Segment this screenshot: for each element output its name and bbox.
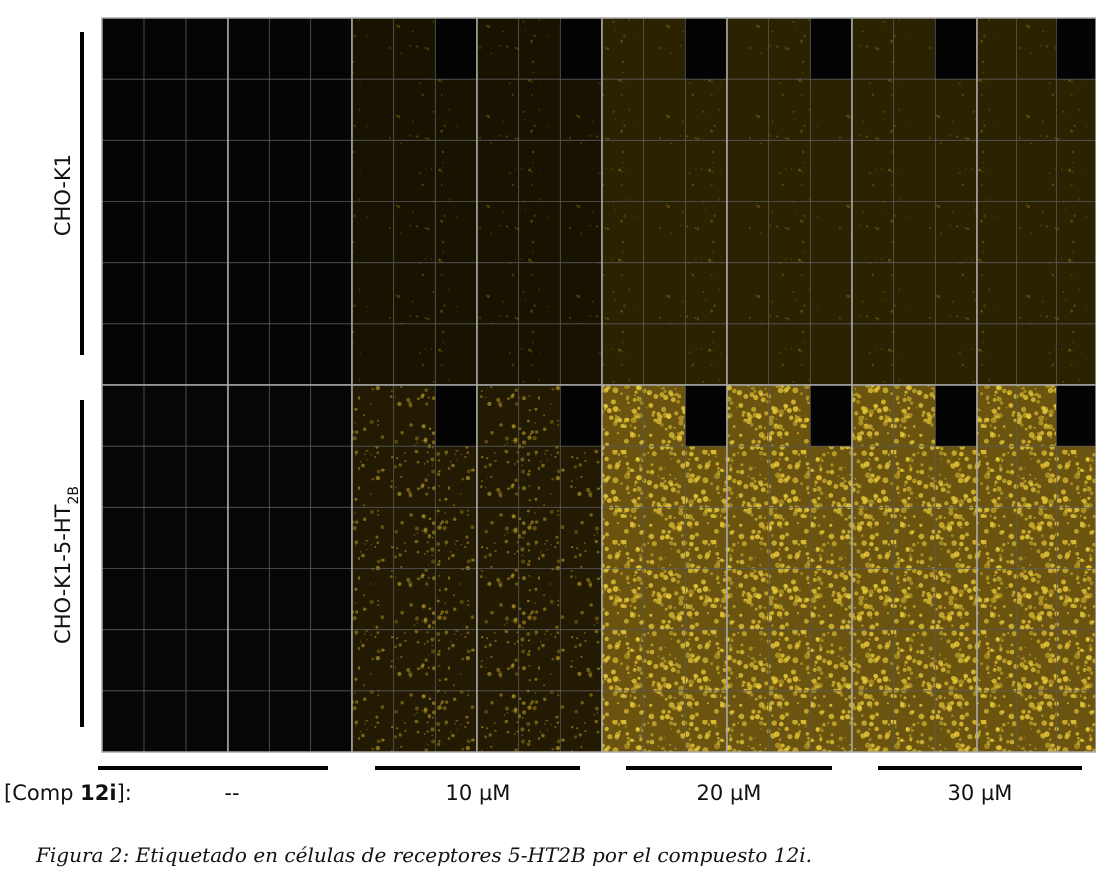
- label-prefix: [Comp: [4, 781, 80, 805]
- empty-field: [435, 18, 477, 80]
- empty-field: [1056, 18, 1096, 80]
- empty-field: [810, 18, 852, 80]
- concentration-label: [Comp 12i]:: [4, 781, 132, 805]
- label-suffix: ]:: [117, 781, 132, 805]
- empty-field: [810, 385, 852, 447]
- empty-field: [935, 385, 977, 447]
- row-label: CHO-K1-5-HT2B: [51, 486, 82, 644]
- empty-field: [685, 18, 727, 80]
- empty-field: [560, 18, 602, 80]
- row-label: CHO-K1: [51, 154, 75, 236]
- empty-field: [1056, 385, 1096, 447]
- concentration: 30 µM: [948, 781, 1013, 805]
- empty-field: [435, 385, 477, 447]
- empty-field: [685, 385, 727, 447]
- empty-field: [560, 385, 602, 447]
- concentration: 10 µM: [446, 781, 511, 805]
- concentration: 20 µM: [697, 781, 762, 805]
- concentration: --: [224, 781, 239, 805]
- micrograph-grid: [101, 17, 1096, 753]
- tile-border: [976, 384, 1096, 753]
- row-label-subscript: 2B: [66, 486, 82, 505]
- caption: Figura 2: Etiquetado en células de recep…: [35, 843, 812, 867]
- label-bold: 12i: [80, 781, 116, 805]
- empty-field: [935, 18, 977, 80]
- row-label-text: CHO-K1-5-HT: [51, 504, 75, 644]
